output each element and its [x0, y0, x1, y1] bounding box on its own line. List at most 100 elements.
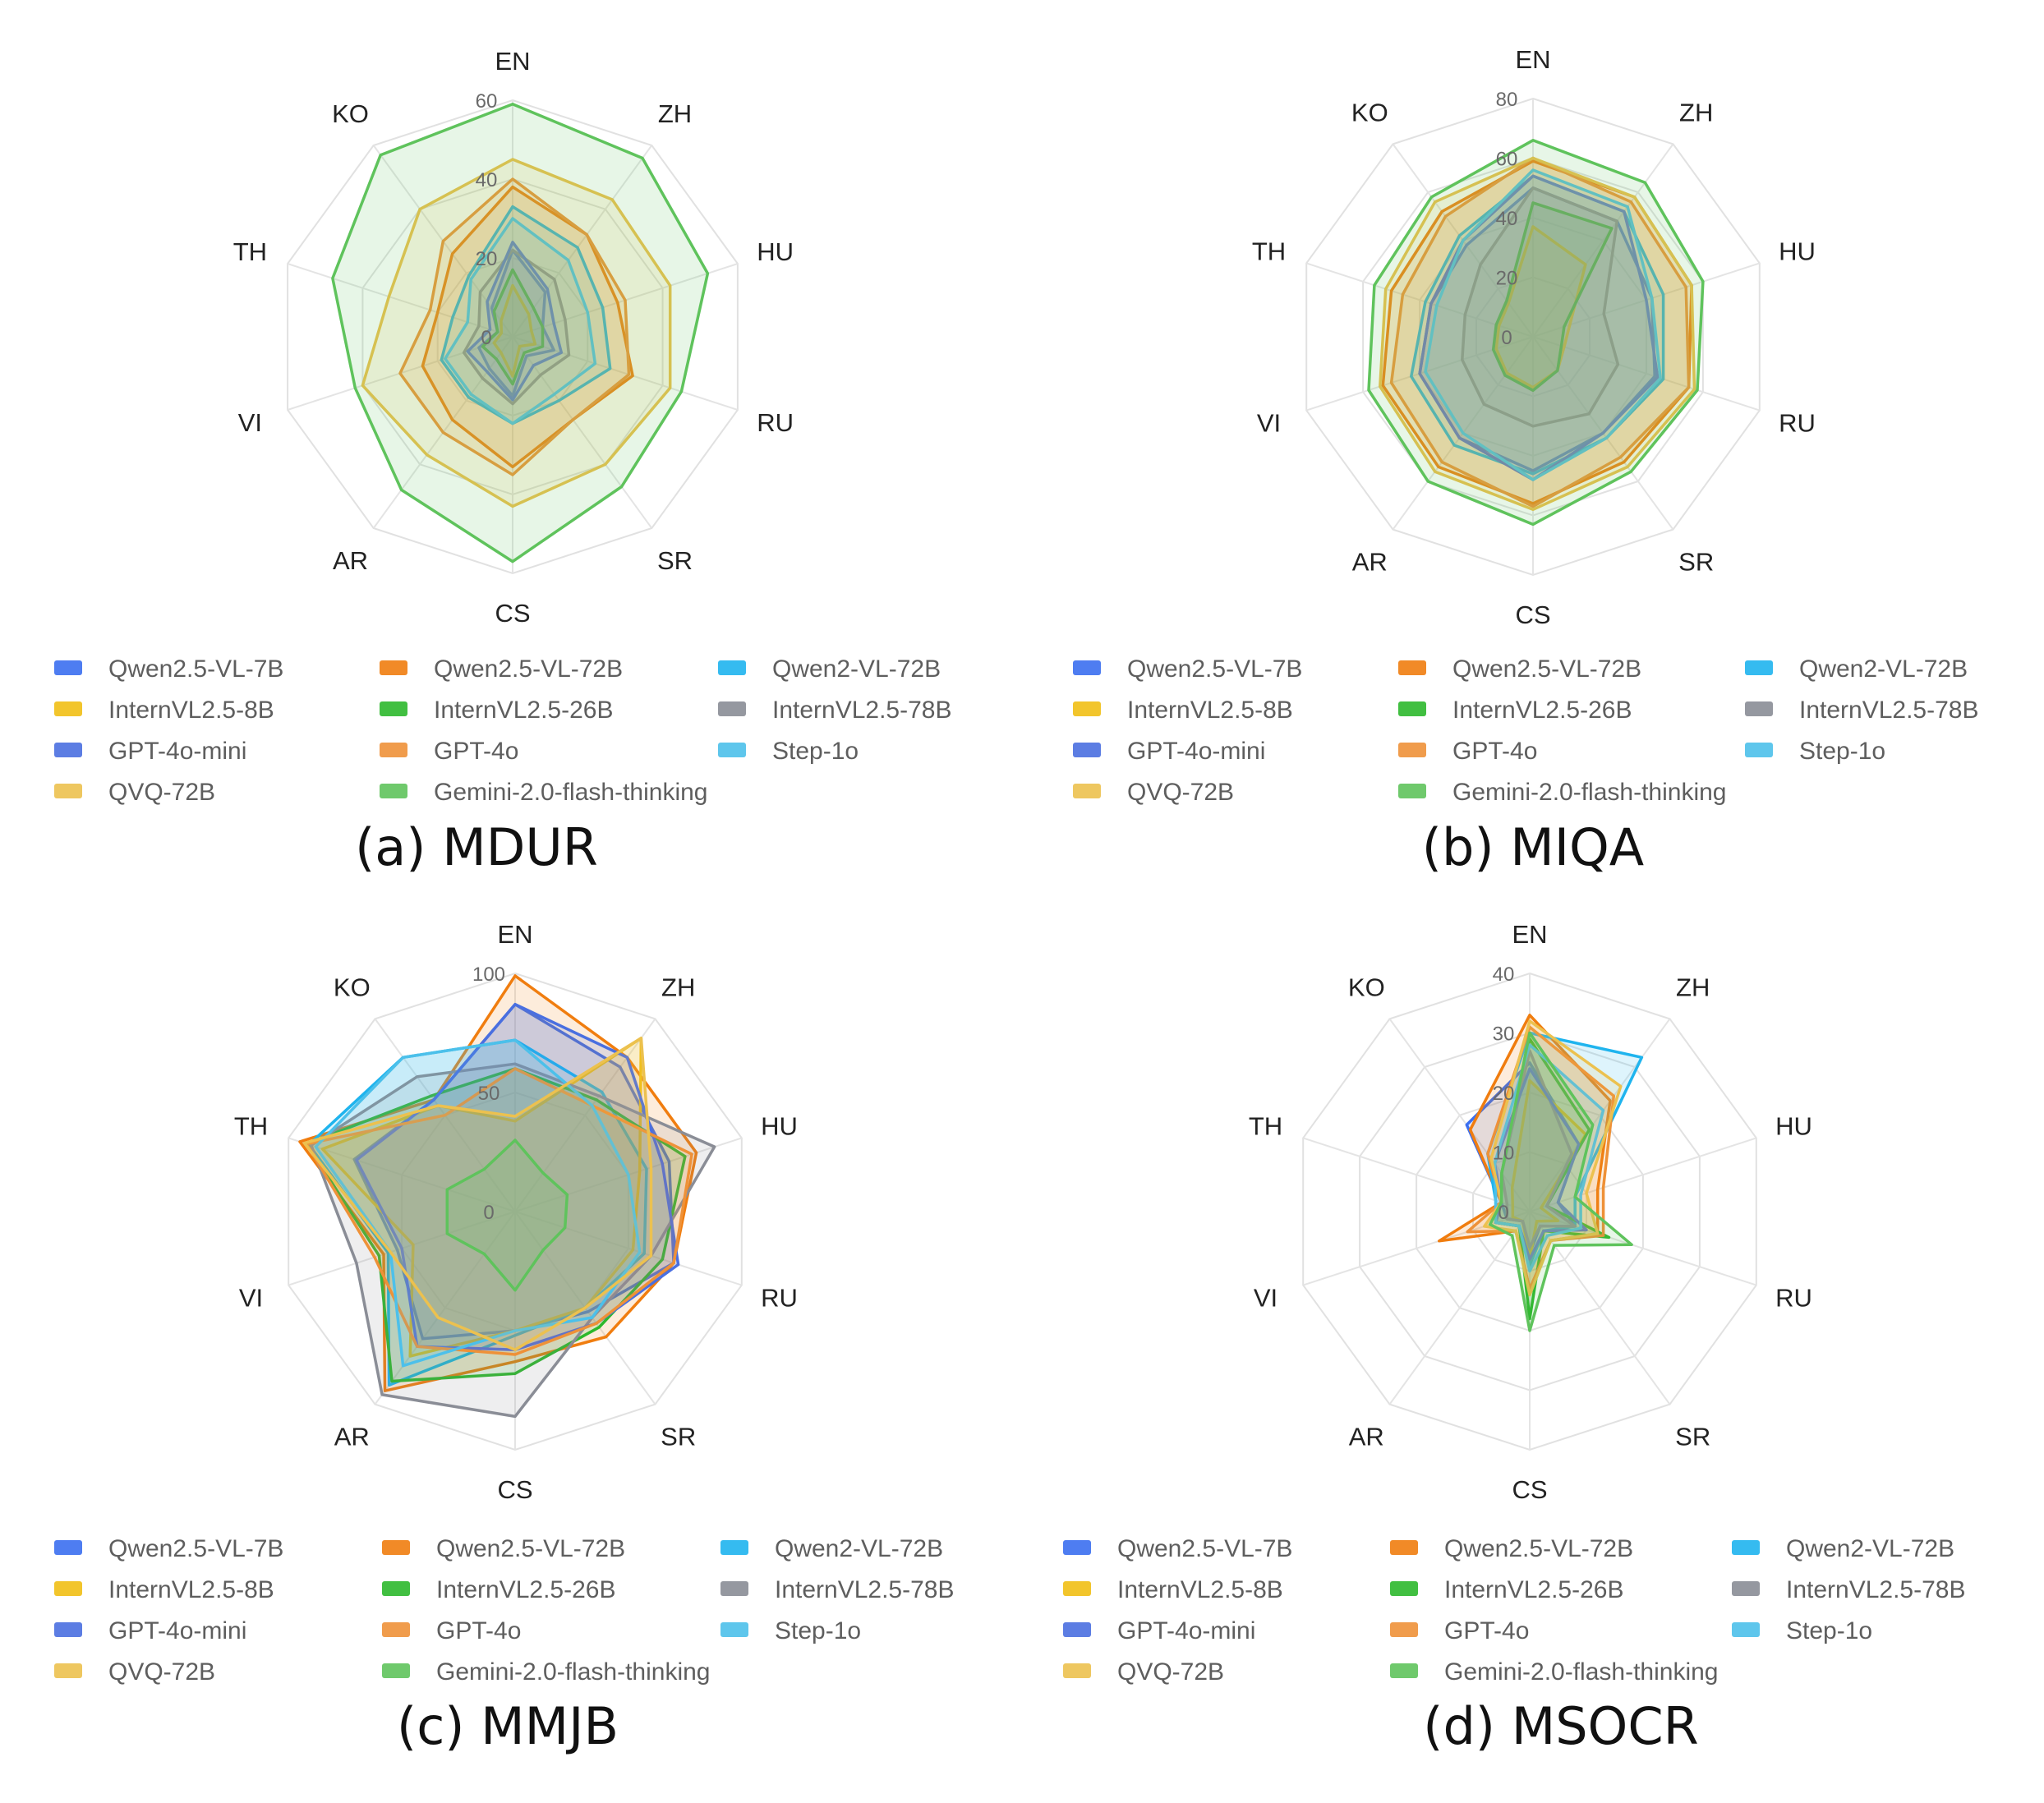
legend-item-internvl2-5-78b[interactable]: InternVL2.5-78B: [720, 1576, 954, 1603]
legend-swatch: [1745, 660, 1773, 675]
legend-item-gpt-4o-mini[interactable]: GPT-4o-mini: [54, 738, 246, 765]
legend-swatch: [382, 1622, 410, 1637]
legend-label: GPT-4o: [1452, 738, 1537, 765]
legend-swatch: [718, 701, 746, 716]
legend-item-qwen2-vl-72b[interactable]: Qwen2-VL-72B: [720, 1535, 943, 1562]
legend-item-internvl2-5-8b[interactable]: InternVL2.5-8B: [1073, 697, 1293, 724]
legend-item-gpt-4o-mini[interactable]: GPT-4o-mini: [1073, 738, 1265, 765]
legend-item-gpt-4o[interactable]: GPT-4o: [1398, 738, 1537, 765]
legend-swatch: [380, 660, 407, 675]
legend-item-qvq-72b[interactable]: QVQ-72B: [54, 1658, 215, 1686]
legend-item-gpt-4o-mini[interactable]: GPT-4o-mini: [1063, 1617, 1255, 1644]
legend-item-internvl2-5-26b[interactable]: InternVL2.5-26B: [1390, 1576, 1623, 1603]
legend-item-gemini-2-0-flash-thinking[interactable]: Gemini-2.0-flash-thinking: [1390, 1658, 1718, 1686]
legend-item-internvl2-5-78b[interactable]: InternVL2.5-78B: [1745, 697, 1978, 724]
legend-item-internvl2-5-8b[interactable]: InternVL2.5-8B: [54, 697, 274, 724]
legend-item-gemini-2-0-flash-thinking[interactable]: Gemini-2.0-flash-thinking: [382, 1658, 710, 1686]
legend-item-qwen2-vl-72b[interactable]: Qwen2-VL-72B: [718, 655, 941, 683]
legend-label: GPT-4o-mini: [1127, 738, 1265, 765]
legend-item-gemini-2-0-flash-thinking[interactable]: Gemini-2.0-flash-thinking: [380, 779, 707, 806]
axis-label-sr: SR: [657, 546, 693, 575]
legend-item-step-1o[interactable]: Step-1o: [1732, 1617, 1872, 1644]
tick-label: 40: [1493, 964, 1515, 986]
legend-swatch: [720, 1581, 748, 1596]
legend-swatch: [382, 1540, 410, 1555]
legend-item-gpt-4o[interactable]: GPT-4o: [380, 738, 518, 765]
legend-swatch: [1398, 660, 1426, 675]
legend-label: Qwen2-VL-72B: [772, 655, 941, 683]
legend-item-internvl2-5-26b[interactable]: InternVL2.5-26B: [380, 697, 613, 724]
legend-item-internvl2-5-26b[interactable]: InternVL2.5-26B: [382, 1576, 615, 1603]
legend-swatch: [1063, 1622, 1091, 1637]
legend-label: QVQ-72B: [1127, 779, 1234, 806]
series-internvl2-5-78b: [1461, 186, 1620, 428]
legend-item-gemini-2-0-flash-thinking[interactable]: Gemini-2.0-flash-thinking: [1398, 779, 1726, 806]
legend-item-qwen2-5-vl-7b[interactable]: Qwen2.5-VL-7B: [1073, 655, 1302, 683]
legend-swatch: [1390, 1663, 1418, 1678]
legend-item-qwen2-vl-72b[interactable]: Qwen2-VL-72B: [1745, 655, 1968, 683]
tick-label: 0: [1498, 1202, 1508, 1224]
legend-item-qwen2-5-vl-7b[interactable]: Qwen2.5-VL-7B: [1063, 1535, 1292, 1562]
legend-swatch: [1073, 660, 1101, 675]
legend[interactable]: Qwen2.5-VL-7B Qwen2.5-VL-72B Qwen2-VL-72B I…: [54, 1535, 954, 1686]
legend-label: InternVL2.5-26B: [1444, 1576, 1623, 1603]
legend-item-qwen2-5-vl-72b[interactable]: Qwen2.5-VL-72B: [382, 1535, 625, 1562]
legend[interactable]: Qwen2.5-VL-7B Qwen2.5-VL-72B Qwen2-VL-72B I…: [1063, 1535, 1965, 1686]
series-gpt-4o: [398, 177, 631, 476]
legend[interactable]: Qwen2.5-VL-7B Qwen2.5-VL-72B Qwen2-VL-72B I…: [1073, 655, 1978, 806]
tick-label: 10: [1493, 1143, 1515, 1165]
legend-item-step-1o[interactable]: Step-1o: [718, 738, 859, 765]
legend-label: Step-1o: [1786, 1617, 1872, 1644]
legend-item-step-1o[interactable]: Step-1o: [1745, 738, 1885, 765]
legend-swatch: [1732, 1581, 1760, 1596]
axis-spoke: [1532, 143, 1674, 338]
axis-spoke: [1388, 1211, 1531, 1405]
legend-item-step-1o[interactable]: Step-1o: [720, 1617, 861, 1644]
axis-label-hu: HU: [761, 1112, 798, 1141]
axis-spoke: [288, 1137, 516, 1212]
legend-item-qvq-72b[interactable]: QVQ-72B: [1063, 1658, 1224, 1686]
legend-item-qwen2-5-vl-72b[interactable]: Qwen2.5-VL-72B: [380, 655, 623, 683]
axis-label-vi: VI: [239, 1283, 263, 1312]
legend-item-qwen2-5-vl-72b[interactable]: Qwen2.5-VL-72B: [1390, 1535, 1633, 1562]
legend-item-qwen2-5-vl-72b[interactable]: Qwen2.5-VL-72B: [1398, 655, 1641, 683]
legend-label: Gemini-2.0-flash-thinking: [1444, 1658, 1718, 1686]
legend-item-gpt-4o[interactable]: GPT-4o: [1390, 1617, 1529, 1644]
legend-item-qwen2-5-vl-7b[interactable]: Qwen2.5-VL-7B: [54, 1535, 283, 1562]
axis-label-th: TH: [1249, 1112, 1282, 1141]
axis-label-en: EN: [495, 47, 530, 76]
axis-label-cs: CS: [497, 1475, 532, 1504]
legend-item-gpt-4o-mini[interactable]: GPT-4o-mini: [54, 1617, 246, 1644]
series-qvq-72b: [1379, 156, 1696, 512]
series-internvl2-5-78b: [1500, 1049, 1577, 1249]
panel-msocr: 0 10 20 30 40 EN ZH HU RU SR CS AR VI TH KO Qwen2.5-VL-…: [1063, 920, 1965, 1756]
legend-label: Qwen2.5-VL-7B: [108, 1535, 283, 1562]
legend-item-internvl2-5-8b[interactable]: InternVL2.5-8B: [1063, 1576, 1283, 1603]
legend-item-gpt-4o[interactable]: GPT-4o: [382, 1617, 521, 1644]
series-step-1o: [444, 217, 597, 425]
legend-item-internvl2-5-26b[interactable]: InternVL2.5-26B: [1398, 697, 1632, 724]
series-gemini-2-0-flash-thinking: [1367, 139, 1705, 527]
axis-label-zh: ZH: [1676, 973, 1710, 1002]
axis-label-ru: RU: [761, 1283, 798, 1312]
legend-item-qwen2-vl-72b[interactable]: Qwen2-VL-72B: [1732, 1535, 1954, 1562]
axis-spoke: [1529, 1211, 1757, 1286]
panel-caption: (a) MDUR: [355, 817, 598, 877]
legend-swatch: [1390, 1581, 1418, 1596]
legend-item-internvl2-5-78b[interactable]: InternVL2.5-78B: [718, 697, 951, 724]
series-layer: [331, 103, 710, 563]
legend-swatch: [380, 784, 407, 798]
legend-label: Qwen2.5-VL-72B: [434, 655, 623, 683]
legend[interactable]: Qwen2.5-VL-7B Qwen2.5-VL-72B Qwen2-VL-72B I…: [54, 655, 951, 806]
series-gpt-4o: [305, 1067, 693, 1356]
axis-label-ko: KO: [334, 973, 371, 1002]
axis-label-ru: RU: [1775, 1283, 1812, 1312]
series-layer: [1367, 139, 1705, 527]
legend-item-internvl2-5-8b[interactable]: InternVL2.5-8B: [54, 1576, 274, 1603]
legend-item-qvq-72b[interactable]: QVQ-72B: [1073, 779, 1234, 806]
legend-item-qvq-72b[interactable]: QVQ-72B: [54, 779, 215, 806]
legend-item-internvl2-5-78b[interactable]: InternVL2.5-78B: [1732, 1576, 1965, 1603]
legend-swatch: [1390, 1622, 1418, 1637]
legend-item-qwen2-5-vl-7b[interactable]: Qwen2.5-VL-7B: [54, 655, 283, 683]
legend-label: QVQ-72B: [108, 779, 215, 806]
